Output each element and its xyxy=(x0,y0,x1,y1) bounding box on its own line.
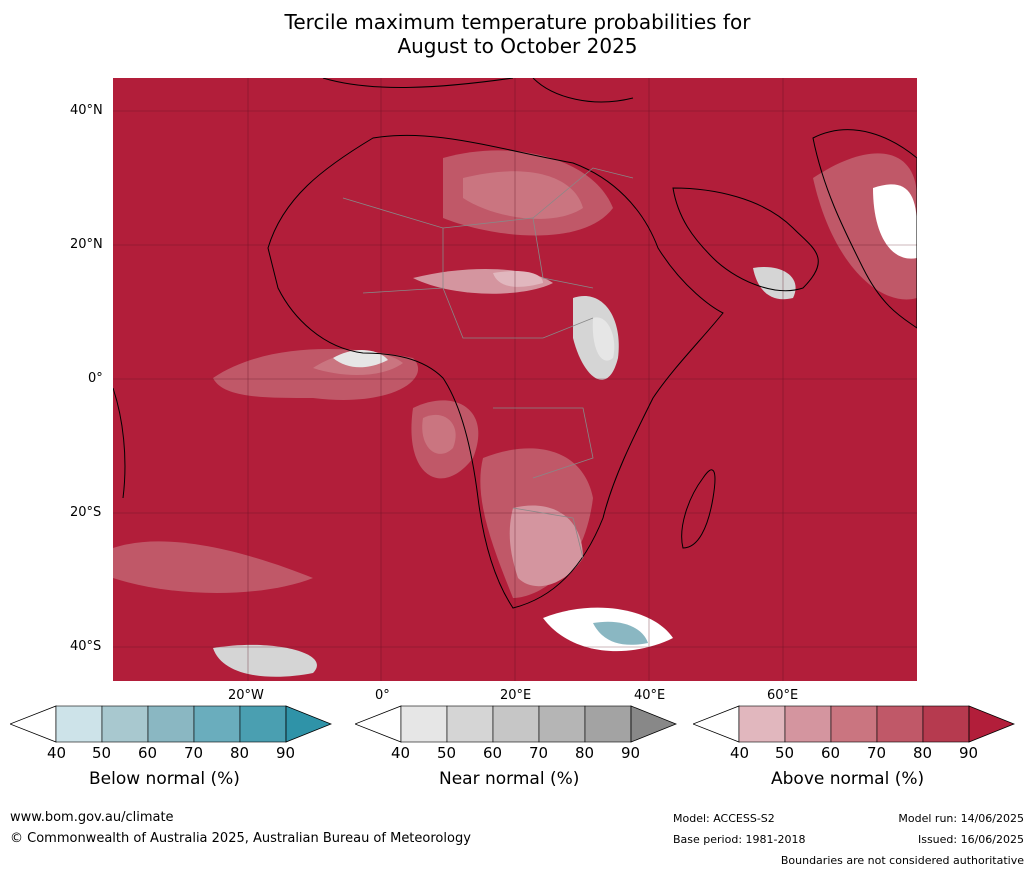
title-line-1: Tercile maximum temperature probabilitie… xyxy=(284,10,751,34)
tick: 90 xyxy=(276,744,296,762)
probability-map xyxy=(113,78,917,681)
colorbar-below-normal xyxy=(10,705,332,743)
tick: 80 xyxy=(575,744,595,762)
tick: 40 xyxy=(391,744,411,762)
gridlines xyxy=(113,78,917,681)
tick: 90 xyxy=(959,744,979,762)
lat-label-20s: 20°S xyxy=(70,505,102,520)
lat-label-20n: 20°N xyxy=(70,237,103,252)
lat-label-40s: 40°S xyxy=(70,639,102,654)
tick: 70 xyxy=(867,744,887,762)
disclaimer-text: Boundaries are not considered authoritat… xyxy=(780,854,1024,867)
tick: 80 xyxy=(230,744,250,762)
lon-label-60e: 60°E xyxy=(767,688,799,703)
colorbar-above-normal xyxy=(693,705,1015,743)
tick: 40 xyxy=(47,744,67,762)
lon-label-20w: 20°W xyxy=(228,688,264,703)
tick: 60 xyxy=(821,744,841,762)
map-title: Tercile maximum temperature probabilitie… xyxy=(0,10,1035,58)
colorbar-label-below: Below normal (%) xyxy=(89,769,240,789)
model-text: Model: ACCESS-S2 xyxy=(673,812,775,825)
tick: 70 xyxy=(529,744,549,762)
tick: 50 xyxy=(92,744,112,762)
colorbar-near-normal xyxy=(355,705,677,743)
tick: 60 xyxy=(138,744,158,762)
tick: 70 xyxy=(184,744,204,762)
tick: 50 xyxy=(775,744,795,762)
country-boundaries xyxy=(342,167,634,559)
website-link[interactable]: www.bom.gov.au/climate xyxy=(10,810,174,825)
base-period-text: Base period: 1981-2018 xyxy=(673,833,806,846)
coastlines xyxy=(113,78,917,609)
tick: 50 xyxy=(437,744,457,762)
lat-label-0: 0° xyxy=(88,371,103,386)
tick: 40 xyxy=(730,744,750,762)
lat-label-40n: 40°N xyxy=(70,103,103,118)
lon-label-0: 0° xyxy=(375,688,390,703)
colorbar-label-above: Above normal (%) xyxy=(771,769,925,789)
issued-text: Issued: 16/06/2025 xyxy=(917,833,1024,846)
probability-patches xyxy=(113,150,917,677)
tick: 80 xyxy=(913,744,933,762)
tick: 60 xyxy=(483,744,503,762)
colorbar-label-near: Near normal (%) xyxy=(439,769,580,789)
copyright-text: © Commonwealth of Australia 2025, Austra… xyxy=(10,831,471,846)
lon-label-40e: 40°E xyxy=(634,688,666,703)
tick: 90 xyxy=(621,744,641,762)
lon-label-20e: 20°E xyxy=(500,688,532,703)
title-line-2: August to October 2025 xyxy=(397,34,638,58)
model-run-text: Model run: 14/06/2025 xyxy=(898,812,1024,825)
map-canvas xyxy=(113,78,917,681)
